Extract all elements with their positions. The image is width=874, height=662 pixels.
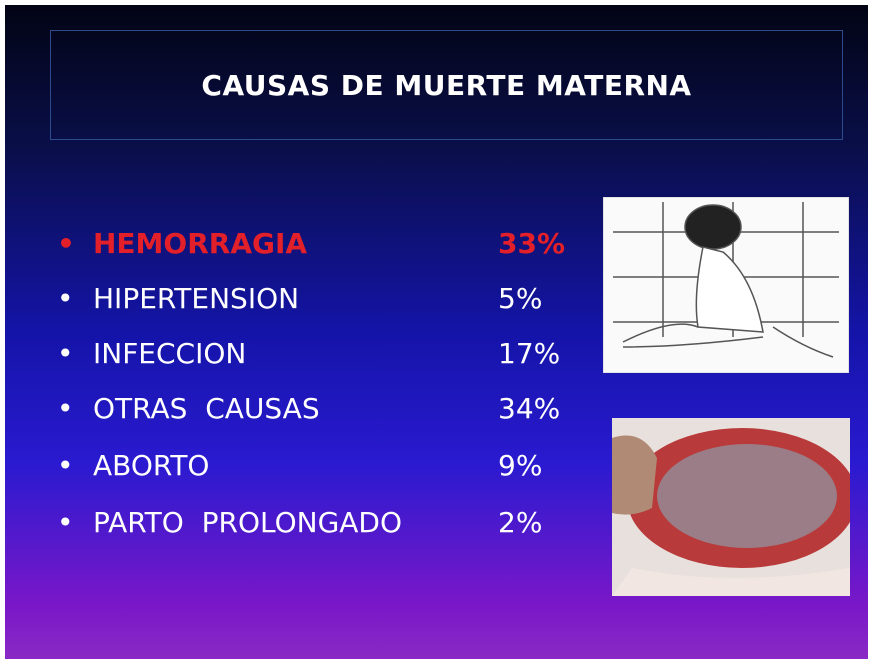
bullet: • [57, 227, 75, 260]
cause-percent: 34% [498, 392, 560, 425]
slide-title: CAUSAS DE MUERTE MATERNA [201, 69, 691, 102]
photo-membrane [657, 444, 837, 548]
cause-label: HIPERTENSION [93, 282, 299, 315]
cause-percent: 33% [498, 227, 565, 260]
cause-percent: 9% [498, 449, 542, 482]
cause-percent: 2% [498, 506, 542, 539]
cause-label: HEMORRAGIA [93, 227, 307, 260]
cause-label: INFECCION [93, 337, 246, 370]
page: CAUSAS DE MUERTE MATERNA • HEMORRAGIA 33% •… [0, 0, 874, 662]
cause-label: OTRAS CAUSAS [93, 392, 320, 425]
slide: CAUSAS DE MUERTE MATERNA • HEMORRAGIA 33% •… [5, 5, 868, 659]
illustration [603, 197, 849, 373]
bullet: • [57, 337, 74, 370]
cause-percent: 17% [498, 337, 560, 370]
cause-percent: 5% [498, 282, 542, 315]
title-box: CAUSAS DE MUERTE MATERNA [50, 30, 843, 140]
bullet: • [57, 506, 74, 539]
photo [612, 418, 850, 596]
cause-label: ABORTO [93, 449, 209, 482]
bullet: • [57, 449, 74, 482]
bullet: • [57, 392, 74, 425]
bullet: • [57, 282, 74, 315]
cause-label: PARTO PROLONGADO [93, 506, 402, 539]
